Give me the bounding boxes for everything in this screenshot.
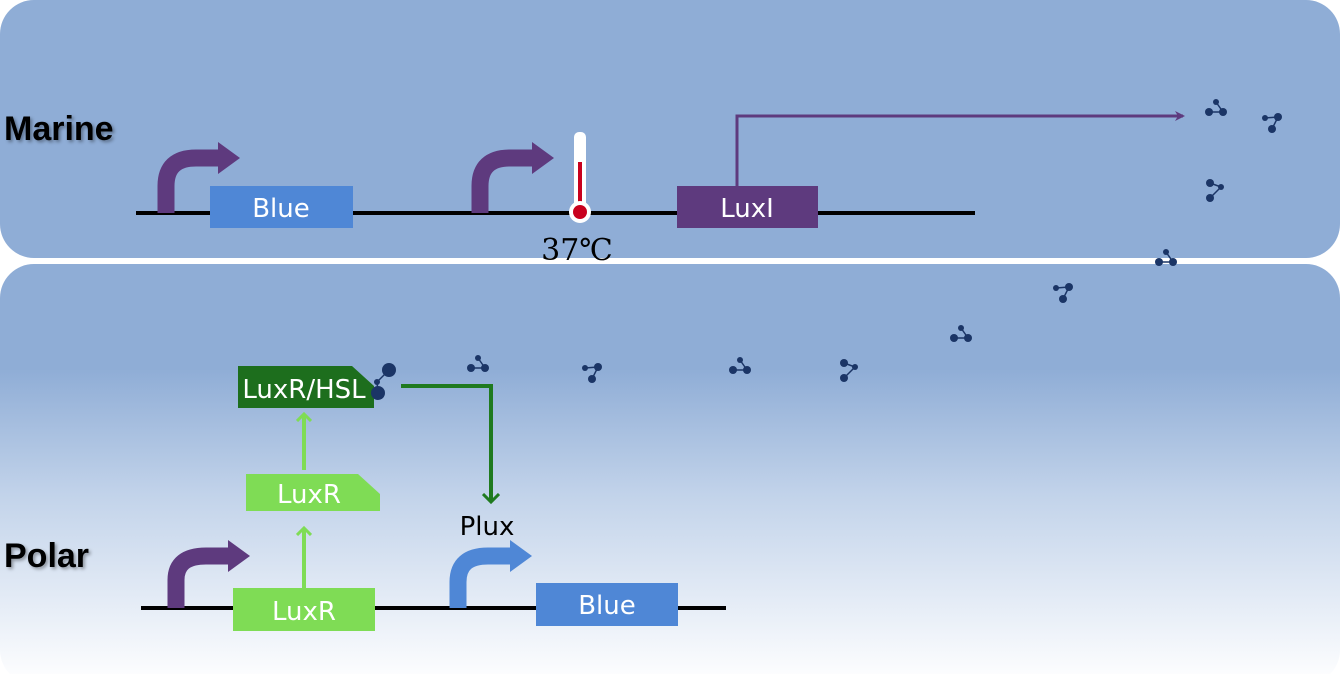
hsl-molecule-icon (1155, 249, 1177, 266)
gene-blue-polar: Blue (536, 583, 678, 626)
luxi-output-arrow (735, 111, 1185, 186)
gene-blue-marine: Blue (210, 186, 353, 228)
hsl-molecule-icon (729, 357, 751, 374)
plux-promoter-arrow-icon (449, 540, 532, 608)
hsl-molecule-icon (840, 359, 858, 382)
hsl-molecule-icon (1206, 179, 1224, 202)
hsl-molecule-icon (950, 325, 972, 342)
svg-text:LuxI: LuxI (720, 194, 774, 224)
svg-text:LuxR: LuxR (272, 597, 336, 627)
temperature-label: 37℃ (541, 233, 613, 268)
hsl-molecule-icon (371, 363, 396, 400)
thermometer-icon (569, 132, 591, 223)
svg-text:LuxR: LuxR (277, 480, 341, 510)
luxr-hsl-complex: LuxR/HSL (238, 366, 374, 408)
gene-luxr: LuxR (233, 588, 375, 631)
section-label-marine: Marine (4, 110, 114, 148)
section-label-polar: Polar (4, 537, 90, 575)
promoter-arrow-icon (167, 540, 250, 608)
activation-arrow (401, 384, 491, 502)
svg-text:Blue: Blue (252, 194, 310, 224)
hsl-molecule-icon (1053, 283, 1073, 303)
luxr-protein: LuxR (246, 474, 380, 511)
svg-text:Blue: Blue (578, 591, 636, 621)
promoter-arrow-icon (471, 142, 554, 213)
plux-label: Plux (460, 512, 515, 542)
hsl-molecule-icon (582, 363, 602, 383)
gene-luxi: LuxI (677, 186, 818, 228)
svg-text:LuxR/HSL: LuxR/HSL (242, 375, 366, 405)
hsl-molecule-icon (467, 355, 489, 372)
promoter-arrow-icon (157, 142, 240, 213)
hsl-molecule-icon (1262, 113, 1282, 133)
hsl-molecule-icon (1205, 99, 1227, 116)
marine-cell-background (0, 0, 1340, 258)
